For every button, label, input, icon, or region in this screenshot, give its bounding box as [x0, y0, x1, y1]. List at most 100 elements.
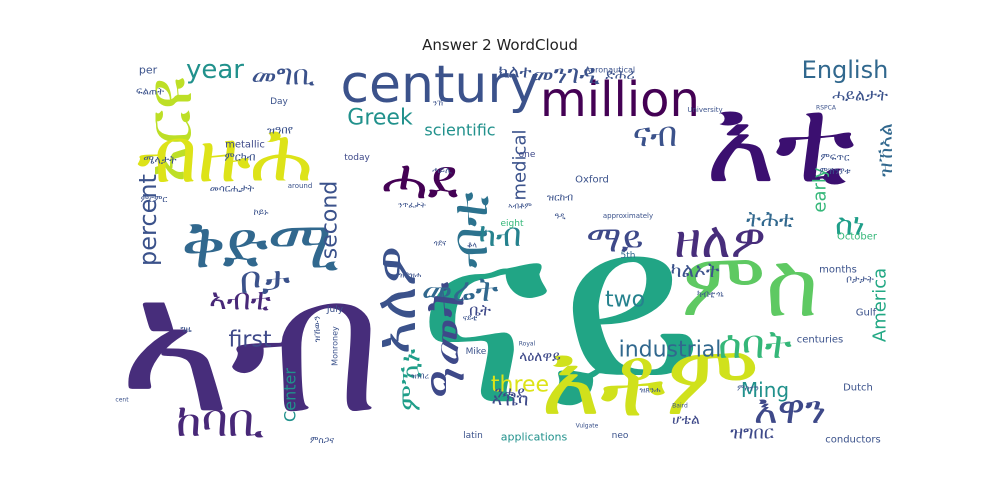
word-19: ካብ: [479, 216, 522, 254]
word-92: ኣብቶም: [508, 202, 532, 211]
word-52: July: [326, 305, 344, 315]
word-55: eight: [501, 219, 524, 229]
word-13: ሰባት: [718, 322, 791, 368]
word-24: ኣብቲ: [209, 283, 271, 318]
word-27: year: [186, 55, 244, 85]
word-49: Gulf: [856, 308, 877, 319]
word-31: industrial: [619, 338, 722, 363]
word-37: two: [605, 288, 645, 313]
word-61: Aeronautical: [585, 66, 635, 75]
word-2: ኣብ: [119, 235, 381, 456]
word-8: ሓደ: [382, 148, 458, 213]
word-6: million: [540, 72, 700, 128]
word-18: ናብ: [633, 115, 677, 155]
word-17: ብቲ: [440, 192, 500, 268]
word-0: ናይ: [417, 170, 703, 461]
word-51: 5th: [621, 251, 636, 261]
word-83: ንሓደ: [495, 383, 525, 402]
word-72: ክልተ: [498, 62, 531, 83]
word-69: cent: [115, 397, 129, 404]
word-63: around: [288, 182, 313, 190]
word-91: ካብቲ: [697, 290, 715, 300]
word-85: ሜላታት: [143, 154, 177, 167]
word-26: English: [802, 56, 889, 84]
word-68: RSPCA: [816, 105, 837, 112]
word-59: per: [139, 64, 158, 77]
word-90: ቦታታት: [846, 275, 874, 286]
word-110: ቆላ: [467, 241, 477, 250]
word-39: Center: [281, 368, 300, 422]
word-95: ናይቲ: [463, 314, 478, 323]
word-58: Day: [270, 97, 288, 107]
word-109: ጎኒ: [716, 290, 724, 299]
word-97: ምፍጥር: [820, 153, 850, 164]
word-100: ጎደና: [434, 239, 447, 248]
word-62: University: [687, 106, 722, 114]
word-60: Monroney: [331, 326, 340, 366]
word-106: ግዜ: [180, 325, 192, 335]
word-53: today: [344, 153, 370, 163]
word-56: latin: [463, 431, 483, 441]
word-29: percent: [134, 174, 162, 266]
word-70: መግቢ: [251, 59, 315, 92]
word-20: ማይ: [587, 220, 644, 261]
word-50: Mike: [466, 347, 487, 357]
word-80: ዝግበር: [730, 423, 774, 444]
word-10: ኣለዎ: [361, 246, 429, 355]
word-105: ንኸ: [433, 99, 443, 108]
word-75: ዝኸኣል: [873, 123, 897, 177]
word-43: applications: [501, 431, 568, 444]
word-47: October: [837, 232, 878, 243]
word-76: ትሕቲ: [746, 208, 794, 233]
word-111: ምስጋና: [310, 436, 334, 446]
word-45: centuries: [797, 335, 844, 346]
word-22: ምዃኑ: [394, 348, 427, 411]
word-1: እቲ: [705, 71, 855, 209]
word-44: conductors: [825, 435, 881, 446]
word-71: መንገዲ: [530, 60, 600, 90]
word-7: ቅድሚ: [181, 207, 338, 284]
word-4: ምስ: [682, 233, 819, 338]
word-74: ሓይልታት: [832, 86, 888, 105]
word-65: Vulgate: [576, 423, 599, 430]
word-73: ድሕሪ: [605, 67, 634, 83]
word-87: መሳርሒታት: [210, 184, 255, 195]
word-81: ሆቴል: [672, 412, 700, 428]
word-33: America: [870, 268, 891, 342]
word-54: one: [519, 150, 536, 160]
word-32: Ming: [741, 378, 789, 402]
word-77: ካልኦት: [671, 258, 720, 282]
word-94: ዝበዝሐ: [399, 271, 422, 280]
word-67: Royal: [519, 341, 536, 348]
word-25: ቦታ: [240, 258, 291, 302]
word-104: ዓዲ: [554, 212, 566, 221]
word-66: Baird: [672, 403, 688, 410]
word-5: century: [340, 55, 539, 115]
word-35: medical: [510, 130, 531, 201]
word-42: metallic: [225, 140, 265, 151]
word-41: Oxford: [575, 175, 609, 186]
word-108: ኮይኑ: [254, 208, 270, 218]
word-103: ዝነበረ: [411, 372, 430, 381]
word-64: approximately: [603, 212, 653, 220]
word-107: ሓይሊ: [432, 166, 452, 176]
word-96: ዝዓበየ: [267, 124, 293, 137]
word-23: ስነ: [835, 208, 865, 243]
word-38: three: [491, 373, 549, 398]
word-86: ምርካብ: [224, 151, 255, 164]
word-9: ዘለዎ: [674, 211, 766, 269]
word-36: first: [229, 328, 272, 353]
word-57: neo: [612, 431, 629, 441]
word-102: ዝጸንሐ: [639, 386, 661, 395]
word-15: ብዙሕ: [137, 111, 313, 200]
word-93: ምስተን: [737, 384, 759, 393]
word-30: second: [318, 181, 343, 259]
word-12: እዋን: [754, 387, 826, 433]
word-82: ላዕለዋይ: [519, 349, 561, 365]
word-99: ፍልጠት: [136, 87, 164, 98]
word-40: scientific: [424, 121, 495, 140]
word-3: እቶም: [541, 322, 759, 439]
word-21: መሬት: [422, 270, 499, 310]
